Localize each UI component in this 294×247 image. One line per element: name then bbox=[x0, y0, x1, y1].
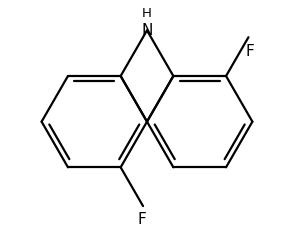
Text: F: F bbox=[245, 43, 254, 59]
Text: F: F bbox=[138, 212, 146, 227]
Text: H: H bbox=[142, 7, 152, 20]
Text: N: N bbox=[141, 23, 153, 38]
